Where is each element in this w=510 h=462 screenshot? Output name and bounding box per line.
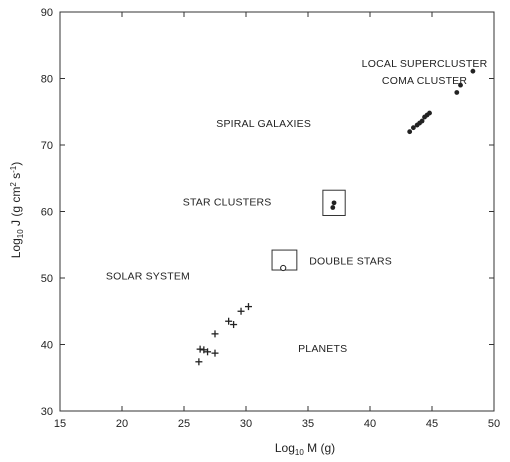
plot-frame bbox=[59, 11, 495, 412]
dot-marker-point bbox=[470, 68, 476, 74]
y-tick-label: 30 bbox=[41, 406, 53, 418]
dot-marker-point bbox=[454, 90, 460, 95]
annotation-label: SOLAR SYSTEM bbox=[106, 270, 190, 282]
annotation-label: SPIRAL GALAXIES bbox=[216, 118, 311, 130]
plus-marker-point bbox=[196, 345, 204, 353]
highlight-region-box bbox=[322, 189, 346, 216]
plus-marker-point bbox=[200, 346, 208, 354]
annotation-label: LOCAL SUPERCLUSTER bbox=[362, 58, 488, 70]
x-tick-label: 20 bbox=[116, 418, 128, 430]
data-points bbox=[195, 68, 476, 366]
x-axis-label: Log10 M (g) bbox=[275, 441, 335, 457]
dot-marker-point bbox=[458, 82, 463, 88]
x-tick-label: 40 bbox=[364, 418, 376, 430]
plus-marker-point bbox=[230, 321, 238, 329]
axis-ticks: 15 20 25 30 35 40 45 50 30 40 50 60 70 80 90 bbox=[41, 7, 500, 430]
dot-marker-point bbox=[407, 129, 413, 135]
annotation-label: DOUBLE STARS bbox=[309, 256, 392, 268]
x-tick-label: 50 bbox=[488, 418, 500, 430]
x-tick-label: 35 bbox=[302, 418, 314, 430]
x-tick-label: 15 bbox=[54, 418, 66, 430]
plus-marker-point bbox=[237, 307, 245, 315]
annotation-label: STAR CLUSTERS bbox=[183, 197, 272, 209]
dot-marker-point bbox=[331, 200, 337, 206]
open-circle-marker-point bbox=[280, 264, 287, 272]
dot-marker-point bbox=[427, 110, 432, 116]
y-tick-label: 90 bbox=[41, 7, 53, 19]
y-axis-label: Log10 J (g cm2 s-1) bbox=[9, 162, 25, 259]
plus-marker-point bbox=[204, 348, 212, 356]
annotations: LOCAL SUPERCLUSTER COMA CLUSTER SPIRAL GAL… bbox=[106, 58, 488, 355]
y-tick-label: 40 bbox=[41, 340, 53, 352]
plus-marker-point bbox=[244, 303, 252, 311]
plus-marker-point bbox=[195, 358, 203, 366]
dot-marker-point bbox=[419, 118, 425, 124]
y-tick-label: 50 bbox=[41, 273, 53, 285]
y-tick-label: 60 bbox=[41, 207, 53, 219]
dot-marker-point bbox=[330, 205, 336, 210]
plus-marker-point bbox=[225, 317, 233, 325]
x-tick-label: 25 bbox=[178, 418, 190, 430]
y-tick-label: 70 bbox=[41, 140, 53, 152]
dot-marker-point bbox=[411, 125, 416, 131]
plot-frame bbox=[59, 11, 495, 412]
annotation-label: PLANETS bbox=[298, 343, 347, 355]
plus-marker-point bbox=[211, 330, 219, 338]
annotation-label: COMA CLUSTER bbox=[382, 75, 467, 87]
y-tick-label: 80 bbox=[41, 74, 53, 86]
plus-marker-point bbox=[211, 349, 219, 357]
x-tick-label: 30 bbox=[240, 418, 252, 430]
x-tick-label: 45 bbox=[426, 418, 438, 430]
